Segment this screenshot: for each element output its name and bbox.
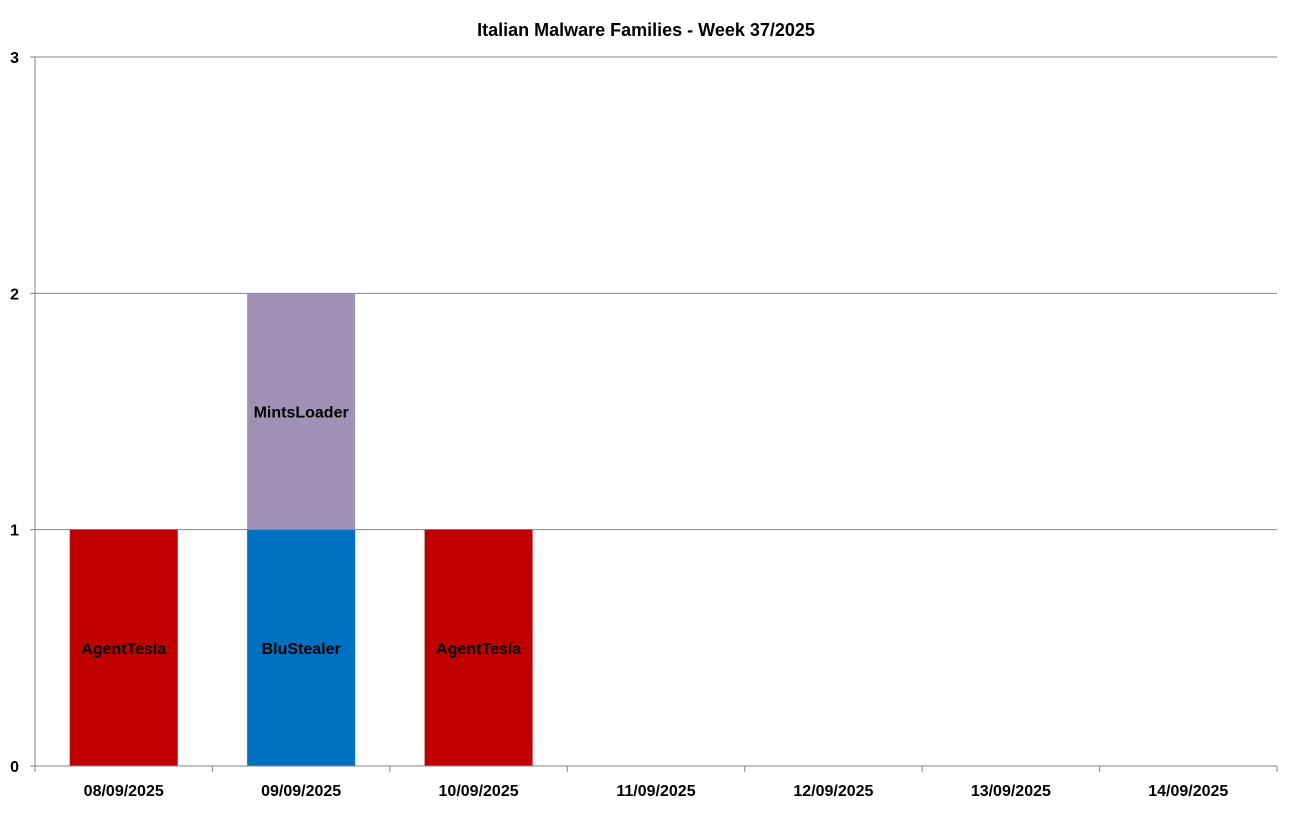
bar-segment-label: AgentTesla — [81, 641, 166, 658]
x-tick-label: 14/09/2025 — [1148, 783, 1228, 800]
y-tick-label: 0 — [10, 759, 19, 776]
bar-segment-agenttesla — [69, 529, 178, 766]
x-tick-label: 10/09/2025 — [439, 783, 519, 800]
segment-labels: AgentTesla BluStealer MintsLoader AgentTesl… — [81, 405, 521, 658]
gridlines — [35, 56, 1277, 531]
x-tick-label: 12/09/2025 — [793, 783, 873, 800]
bar-segment-label: BluStealer — [262, 641, 341, 658]
axes — [30, 56, 1278, 772]
bar-segment-label: MintsLoader — [254, 405, 349, 422]
chart-title: Italian Malware Families - Week 37/2025 — [477, 20, 815, 40]
bar-segment-blustealer — [247, 529, 356, 766]
x-tick-label: 09/09/2025 — [261, 783, 341, 800]
y-tick-label: 1 — [10, 523, 19, 540]
y-tick-labels: 0 1 2 3 — [10, 50, 19, 776]
bar-segment-mintsloader — [247, 293, 356, 530]
bar-segment-agenttesla — [424, 529, 533, 766]
bars — [69, 293, 533, 766]
y-tick-label: 3 — [10, 50, 19, 67]
bar-segment-label: AgentTesla — [436, 641, 521, 658]
x-tick-labels: 08/09/2025 09/09/2025 10/09/2025 11/09/2025… — [84, 783, 1229, 800]
x-tick-label: 13/09/2025 — [971, 783, 1051, 800]
y-tick-label: 2 — [10, 286, 19, 303]
x-tick-label: 11/09/2025 — [616, 783, 695, 800]
x-tick-label: 08/09/2025 — [84, 783, 164, 800]
